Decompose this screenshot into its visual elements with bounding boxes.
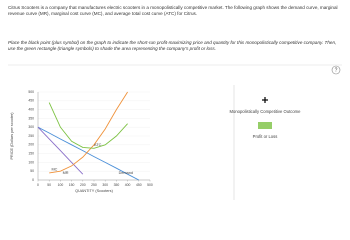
x-tick-label: 100 xyxy=(58,183,64,187)
tool-label[interactable]: Monopolistically Competitive Outcome xyxy=(230,109,302,114)
tool-label[interactable]: Profit or Loss xyxy=(253,134,278,139)
page: Citrus Scooters is a company that manufa… xyxy=(8,5,342,200)
help-button[interactable] xyxy=(331,65,341,75)
y-axis-title: PRICE (Dollars per scooter) xyxy=(10,112,14,160)
curve-label: ATC xyxy=(94,143,102,147)
y-tick-label: 50 xyxy=(30,169,34,173)
y-tick-label: 0 xyxy=(32,178,34,182)
y-tick-label: 250 xyxy=(28,134,34,138)
x-tick-label: 200 xyxy=(80,183,86,187)
curve-label: MC xyxy=(51,167,57,171)
y-tick-label: 350 xyxy=(28,116,34,120)
x-tick-label: 450 xyxy=(136,183,142,187)
y-tick-label: 500 xyxy=(28,90,34,94)
x-axis-title: QUANTITY (Scooters) xyxy=(75,189,113,193)
y-tick-label: 200 xyxy=(28,143,34,147)
instructions: Place the black point (plus symbol) on t… xyxy=(8,40,337,52)
x-tick-label: 500 xyxy=(147,183,153,187)
x-tick-label: 50 xyxy=(47,183,51,187)
curve-label: Demand xyxy=(119,171,133,175)
y-tick-label: 400 xyxy=(28,107,34,111)
x-tick-label: 250 xyxy=(91,183,97,187)
help-label[interactable]: ? xyxy=(335,68,338,74)
y-tick-label: 300 xyxy=(28,125,34,129)
intro: Citrus Scooters is a company that manufa… xyxy=(8,5,338,17)
x-tick-label: 400 xyxy=(125,183,131,187)
curve xyxy=(49,91,128,174)
outcome-tool[interactable] xyxy=(262,97,268,103)
y-tick-label: 150 xyxy=(28,151,34,155)
curve-label: MR xyxy=(63,171,69,175)
x-tick-label: 300 xyxy=(102,183,108,187)
curve xyxy=(48,102,128,149)
x-tick-label: 350 xyxy=(114,183,120,187)
chart: ? Monopolistically Competitive Outcome P… xyxy=(8,64,342,200)
y-tick-label: 100 xyxy=(28,160,34,164)
curve xyxy=(37,126,84,175)
rect-icon[interactable] xyxy=(258,122,272,129)
x-tick-label: 0 xyxy=(37,183,39,187)
y-tick-label: 450 xyxy=(28,99,34,103)
curve xyxy=(37,126,140,181)
x-tick-label: 150 xyxy=(69,183,75,187)
